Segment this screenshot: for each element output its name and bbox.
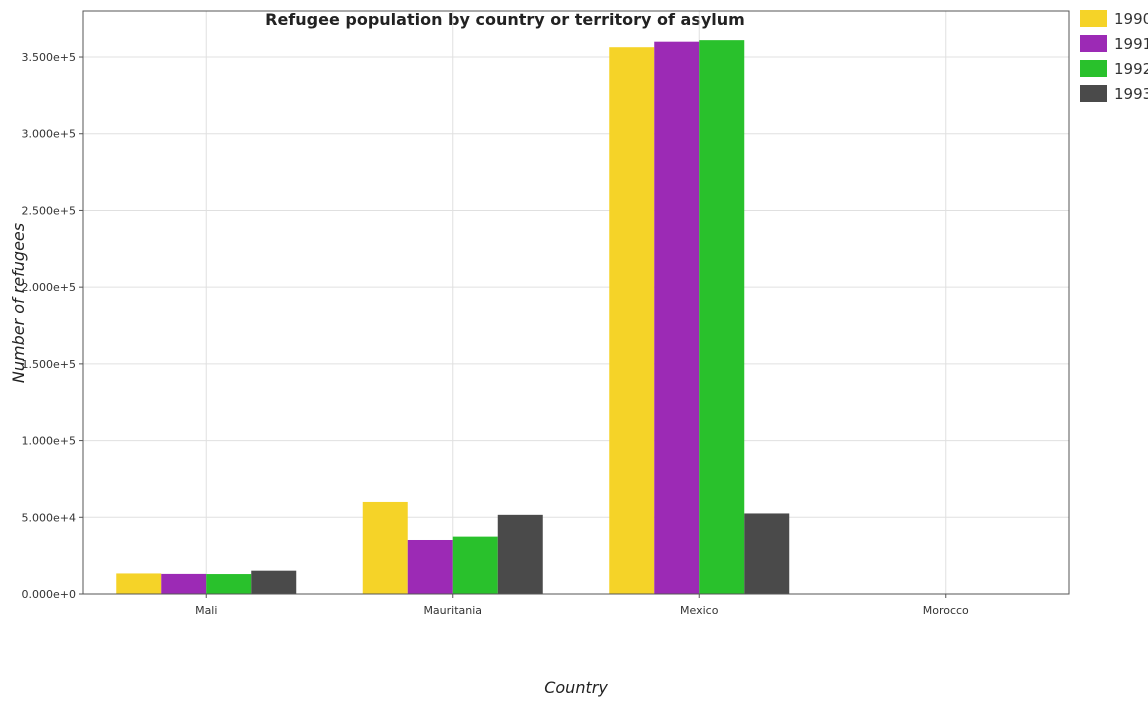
- legend-label: 1991: [1114, 35, 1148, 53]
- y-axis-label: Number of refugees: [9, 223, 28, 383]
- bar-1992-mali: [206, 574, 251, 594]
- bar-1990-mauritania: [363, 502, 408, 594]
- y-tick-label: 2.000e+5: [22, 281, 76, 294]
- y-tick-label: 1.500e+5: [22, 358, 76, 371]
- y-tick-label: 5.000e+4: [22, 511, 76, 524]
- bar-1993-mali: [251, 571, 296, 594]
- y-axis-ticks: 0.000e+0 5.000e+4 1.000e+5 1.500e+5 2.000e+5…: [22, 51, 83, 601]
- bar-1990-mali: [116, 573, 161, 594]
- y-tick-label: 3.500e+5: [22, 51, 76, 64]
- x-axis-label: Country: [544, 678, 608, 697]
- plot-frame: [83, 11, 1069, 594]
- bar-1992-mauritania: [453, 537, 498, 594]
- bar-1991-mali: [161, 574, 206, 594]
- legend-label: 1990: [1114, 10, 1148, 28]
- chart-title: Refugee population by country or territo…: [265, 10, 745, 29]
- legend-swatch: [1080, 35, 1107, 52]
- y-tick-label: 2.500e+5: [22, 204, 76, 217]
- bars: [116, 40, 1036, 594]
- legend: 1990 1991 1992 1993: [1080, 10, 1148, 103]
- x-tick-label: Mexico: [680, 604, 719, 617]
- legend-label: 1993: [1114, 85, 1148, 103]
- legend-swatch: [1080, 10, 1107, 27]
- legend-swatch: [1080, 60, 1107, 77]
- bar-1990-mexico: [609, 47, 654, 594]
- bar-1993-mauritania: [498, 515, 543, 594]
- bar-1991-mauritania: [408, 540, 453, 594]
- bar-1991-mexico: [654, 42, 699, 594]
- y-tick-label: 1.000e+5: [22, 435, 76, 448]
- grid: [83, 11, 1069, 594]
- x-axis-ticks: Mali Mauritania Mexico Morocco: [195, 594, 969, 617]
- x-tick-label: Mali: [195, 604, 217, 617]
- x-tick-label: Mauritania: [423, 604, 482, 617]
- y-tick-label: 0.000e+0: [22, 588, 76, 601]
- legend-swatch: [1080, 85, 1107, 102]
- bar-1993-mexico: [744, 513, 789, 594]
- legend-label: 1992: [1114, 60, 1148, 78]
- y-tick-label: 3.000e+5: [22, 128, 76, 141]
- bar-1992-mexico: [699, 40, 744, 594]
- x-tick-label: Morocco: [923, 604, 969, 617]
